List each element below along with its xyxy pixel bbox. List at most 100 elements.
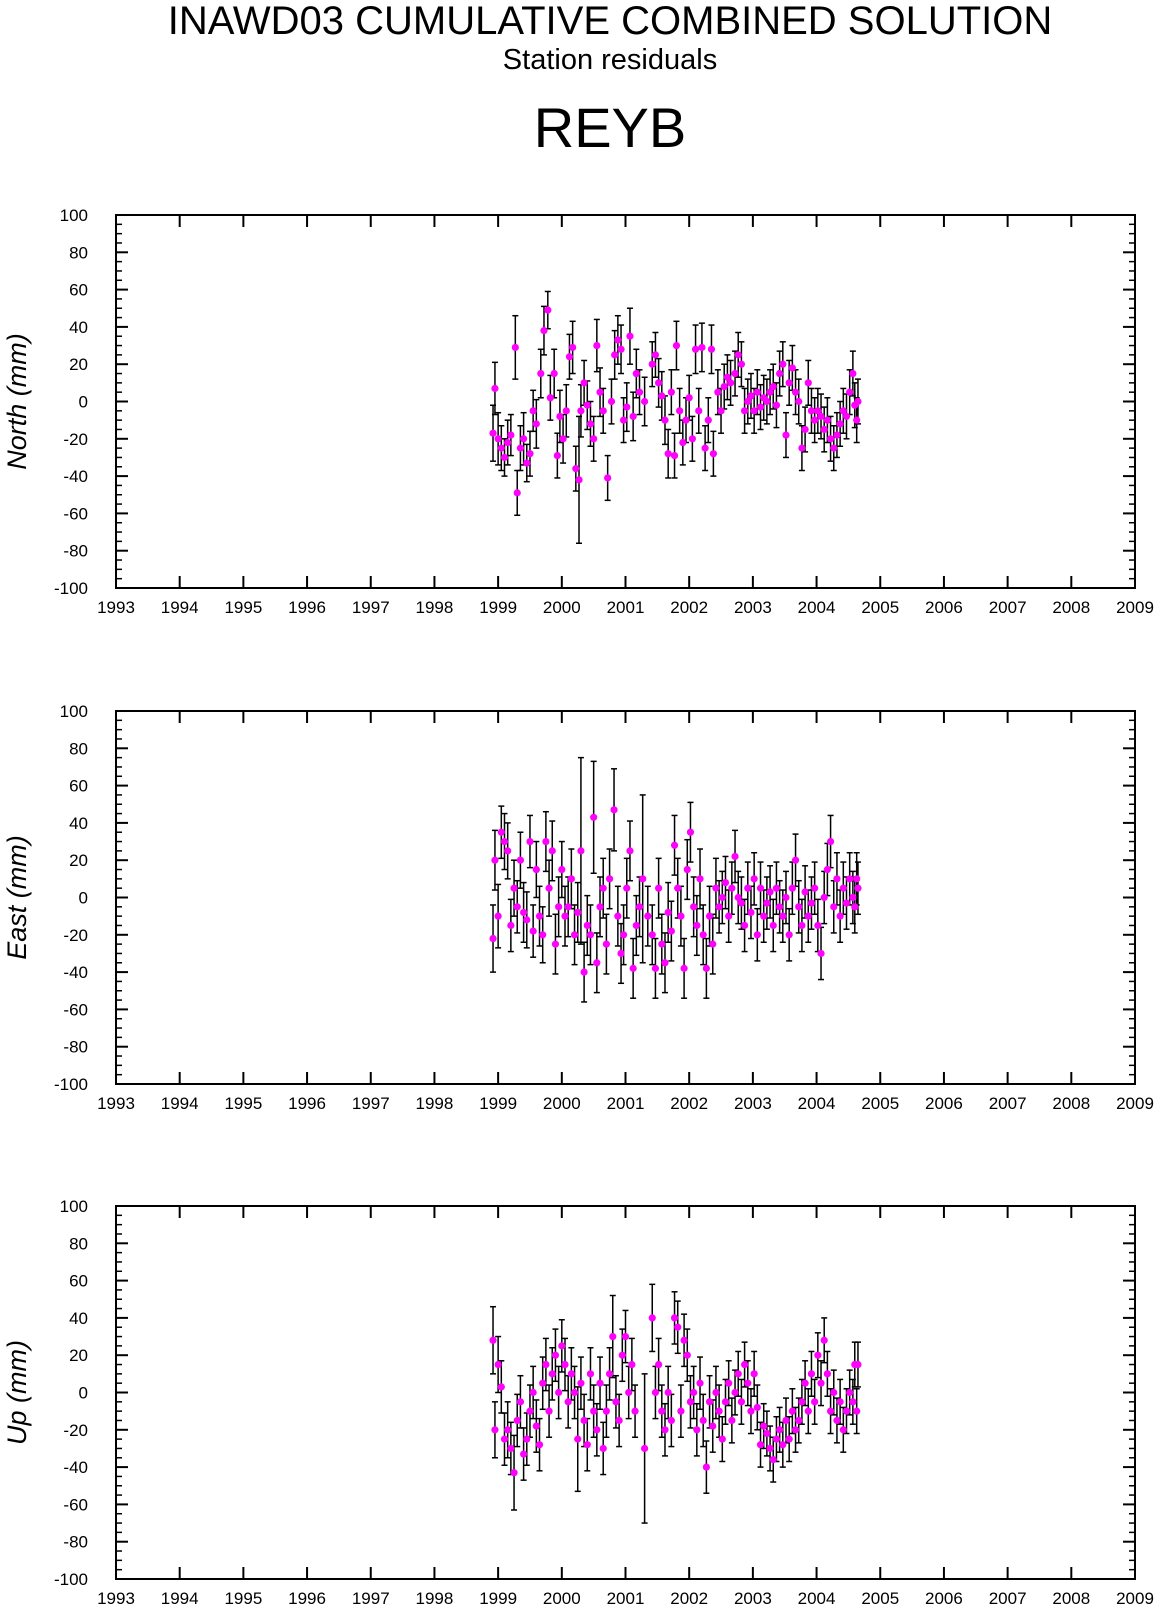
north-xtick-label: 2001 xyxy=(607,598,645,617)
up-data-point xyxy=(491,1426,499,1434)
east-xtick-label: 2007 xyxy=(989,1094,1027,1113)
north-data-point xyxy=(801,425,809,434)
up-data-point xyxy=(690,1388,698,1397)
up-data-point xyxy=(839,1426,847,1434)
east-data-point xyxy=(853,875,861,883)
east-ytick-label: 0 xyxy=(79,889,88,908)
east-data-point xyxy=(674,884,682,892)
north-xtick-label: 2009 xyxy=(1116,598,1154,617)
north-data-point xyxy=(511,343,519,352)
east-data-point xyxy=(826,837,835,846)
east-data-point xyxy=(545,884,553,892)
north-data-point xyxy=(617,345,625,353)
up-data-point xyxy=(830,1388,838,1397)
north-data-point xyxy=(569,343,577,352)
up-data-point xyxy=(583,1441,591,1449)
up-data-point xyxy=(586,1370,595,1378)
east-data-point xyxy=(535,912,544,920)
east-data-point xyxy=(639,875,647,883)
east-ytick-label: -20 xyxy=(63,926,88,945)
north-data-point xyxy=(562,407,570,415)
up-data-point xyxy=(648,1314,656,1322)
north-data-point xyxy=(688,435,696,443)
up-data-point xyxy=(513,1416,521,1425)
east-data-point xyxy=(718,893,726,902)
up-xtick-label: 2003 xyxy=(734,1589,772,1608)
north-data-point xyxy=(785,379,793,387)
north-xtick-label: 2005 xyxy=(861,598,899,617)
north-data-point xyxy=(836,420,844,428)
north-xtick-label: 1997 xyxy=(352,598,390,617)
up-xtick-label: 2001 xyxy=(607,1589,645,1608)
up-data-point xyxy=(747,1407,755,1415)
up-data-point xyxy=(612,1398,620,1406)
east-data-point xyxy=(814,921,822,930)
up-data-point xyxy=(561,1360,569,1369)
up-data-point xyxy=(785,1435,793,1443)
station-name: REYB xyxy=(533,96,687,159)
north-data-point xyxy=(623,403,631,411)
east-data-point xyxy=(731,852,739,861)
east-data-point xyxy=(548,847,556,855)
east-data-point xyxy=(807,899,816,907)
north-data-point xyxy=(820,425,828,434)
up-ytick-label: 100 xyxy=(60,1197,88,1216)
up-data-point xyxy=(564,1398,572,1406)
up-ytick-label: -40 xyxy=(63,1458,88,1477)
up-xtick-label: 1994 xyxy=(161,1589,199,1608)
main-title: INAWD03 CUMULATIVE COMBINED SOLUTION xyxy=(167,0,1053,43)
east-data-point xyxy=(635,903,644,911)
up-xtick-label: 2008 xyxy=(1052,1589,1090,1608)
east-data-point xyxy=(849,893,857,902)
north-ylabel: North (mm) xyxy=(2,333,32,470)
north-data-point xyxy=(682,416,690,424)
north-data-point xyxy=(691,345,700,353)
east-data-point xyxy=(561,912,569,920)
up-data-point xyxy=(709,1422,717,1430)
up-data-point xyxy=(807,1370,816,1378)
north-data-point xyxy=(723,373,732,381)
up-data-point xyxy=(655,1360,663,1369)
north-data-point xyxy=(854,397,862,406)
north-plot-frame xyxy=(115,214,1136,589)
east-data-point xyxy=(651,964,660,972)
north-ytick-label: -100 xyxy=(54,579,88,598)
east-data-point xyxy=(664,908,672,917)
north-xtick-label: 1996 xyxy=(288,598,326,617)
north-data-point xyxy=(590,435,598,443)
east-xtick-label: 2006 xyxy=(925,1094,963,1113)
up-data-point xyxy=(772,1435,781,1443)
north-data-point xyxy=(817,412,825,421)
east-data-point xyxy=(602,940,610,948)
east-data-point xyxy=(779,912,787,920)
north-data-point xyxy=(744,397,752,406)
east-data-point xyxy=(769,921,777,930)
north-ytick-label: 100 xyxy=(60,206,88,225)
north-data-point xyxy=(537,369,545,378)
up-data-point xyxy=(833,1416,841,1425)
up-data-point xyxy=(728,1416,736,1425)
north-data-point xyxy=(772,401,781,409)
east-data-point xyxy=(570,931,579,939)
north-data-point xyxy=(814,407,822,415)
up-data-point xyxy=(760,1422,768,1430)
up-data-point xyxy=(574,1435,582,1443)
north-data-point xyxy=(494,435,502,443)
up-ytick-label: -80 xyxy=(63,1533,88,1552)
north-data-point xyxy=(709,450,717,458)
north-ytick-label: 40 xyxy=(69,318,88,337)
north-data-point xyxy=(698,343,706,352)
east-data-point xyxy=(648,931,656,939)
up-data-point xyxy=(853,1407,861,1415)
north-data-point xyxy=(717,407,725,415)
up-data-point xyxy=(674,1323,682,1331)
up-ytick-label: 60 xyxy=(69,1272,88,1291)
up-xtick-label: 2007 xyxy=(989,1589,1027,1608)
up-data-point xyxy=(795,1416,803,1425)
east-data-point xyxy=(655,884,663,892)
up-data-point xyxy=(750,1370,758,1378)
up-data-point xyxy=(776,1426,784,1434)
north-data-point xyxy=(747,392,755,400)
up-data-point xyxy=(631,1407,639,1415)
up-data-point xyxy=(567,1370,575,1378)
